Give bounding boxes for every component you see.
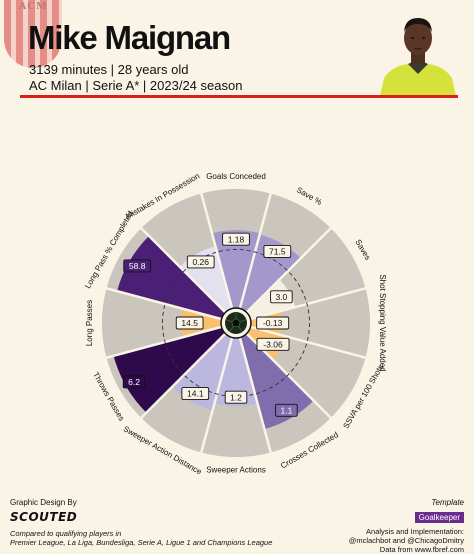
value-text: 58.8 [129, 261, 146, 271]
value-label-long-passes: 14.5 [175, 316, 204, 330]
value-text: 0.26 [192, 257, 209, 267]
value-text: -0.13 [263, 318, 283, 328]
category-label-save: Save % [295, 185, 323, 207]
slice-throws-passes [113, 326, 227, 413]
slice-divider [238, 192, 273, 311]
value-label-sweeper-action-distance: 14.1 [181, 387, 210, 400]
value-box [275, 403, 298, 417]
scouted-logo: SCOUTED [10, 510, 78, 524]
value-label-long-pass-completed: 58.8 [123, 259, 152, 273]
category-label-saves: Saves [353, 238, 372, 262]
minutes-age-line: 3139 minutes | 28 years old [29, 62, 189, 77]
value-box [256, 337, 290, 351]
template-badge: Goalkeeper [414, 512, 464, 523]
value-box [224, 390, 248, 404]
pizza-chart: 1.18 71.5 3.0 -0.13 -3.06 1.1 1.2 14.1 6.2 14.5 58… [83, 171, 387, 476]
value-box [186, 255, 215, 269]
value-label-ssva-per-100-shots: -3.06 [256, 337, 290, 351]
value-label-throws-passes: 6.2 [122, 375, 146, 389]
center-ball-icon [220, 307, 252, 339]
club-league-season-line: AC Milan | Serie A* | 2023/24 season [29, 78, 243, 93]
footer-right: Template Goalkeeper Analysis and Impleme… [264, 498, 464, 554]
slice-divider [139, 226, 228, 315]
slice-divider [244, 226, 333, 315]
crest-text: ACM [18, 0, 48, 12]
footer-left: Graphic Design By SCOUTED Compared to qu… [10, 498, 330, 547]
header: ACM Mike Maignan 3139 minutes | 28 years… [0, 0, 474, 100]
slice-divider [139, 331, 228, 420]
credits: Analysis and Implementation: @mclachbot … [264, 527, 464, 554]
value-label-saves: 3.0 [270, 290, 293, 304]
value-text: 6.2 [128, 377, 140, 387]
category-label-sweeper-actions: Sweeper Actions [206, 466, 266, 475]
value-label-goals-conceded: 1.18 [222, 232, 250, 246]
value-box [175, 316, 204, 330]
player-name: Mike Maignan [28, 19, 231, 56]
slice-sweeper-actions [214, 335, 258, 407]
slice-divider [248, 325, 367, 360]
credits-line-1: Analysis and Implementation: [366, 527, 464, 536]
slice-divider [238, 335, 273, 454]
value-box [123, 259, 152, 273]
credits-line-3: Data from www.fbref.com [379, 545, 464, 554]
value-text: 14.1 [187, 389, 204, 399]
slice-divider [199, 192, 234, 311]
value-label-shot-stopping-value-added: -0.13 [256, 316, 290, 330]
slice-divider [105, 325, 224, 360]
value-text: 1.2 [230, 392, 242, 402]
value-box [263, 244, 292, 258]
comparison-line-1: Compared to qualifying players in [10, 529, 122, 538]
design-by-label: Graphic Design By [10, 498, 77, 507]
credits-line-2: @mclachbot and @ChicagoDmitry [348, 536, 464, 545]
value-box [270, 290, 293, 304]
value-box [181, 387, 210, 400]
value-label-save: 71.5 [263, 244, 292, 258]
header-divider [20, 95, 458, 98]
club-crest-watermark: ACM [4, 0, 62, 68]
value-text: 14.5 [181, 318, 198, 328]
value-text: -3.06 [263, 340, 283, 350]
slice-divider [199, 335, 234, 454]
value-text: 71.5 [269, 247, 286, 257]
value-text: 1.1 [280, 405, 292, 415]
slice-divider [248, 286, 367, 321]
value-label-sweeper-actions: 1.2 [224, 390, 248, 404]
comparison-line-2: Premier League, La Liga, Bundesliga, Ser… [10, 538, 273, 547]
category-label-shot-stopping-value-added: Shot Stopping Value Added [378, 274, 387, 371]
comparison-note: Compared to qualifying players in Premie… [10, 529, 330, 547]
slice-long-pass-completed [117, 235, 227, 320]
value-label-crosses-collected: 1.1 [275, 403, 298, 417]
value-box [222, 232, 250, 246]
slice-divider [105, 286, 224, 321]
value-label-mistakes-in-possession: 0.26 [186, 255, 215, 269]
category-label-goals-conceded: Goals Conceded [206, 172, 266, 181]
category-label-long-passes: Long Passes [85, 300, 94, 346]
value-box [122, 375, 146, 389]
value-box [256, 316, 290, 330]
value-text: 3.0 [275, 292, 287, 302]
player-photo [378, 8, 458, 96]
value-text: 1.18 [228, 234, 245, 244]
template-label: Template [431, 498, 464, 507]
slice-background-long-passes [102, 288, 224, 358]
